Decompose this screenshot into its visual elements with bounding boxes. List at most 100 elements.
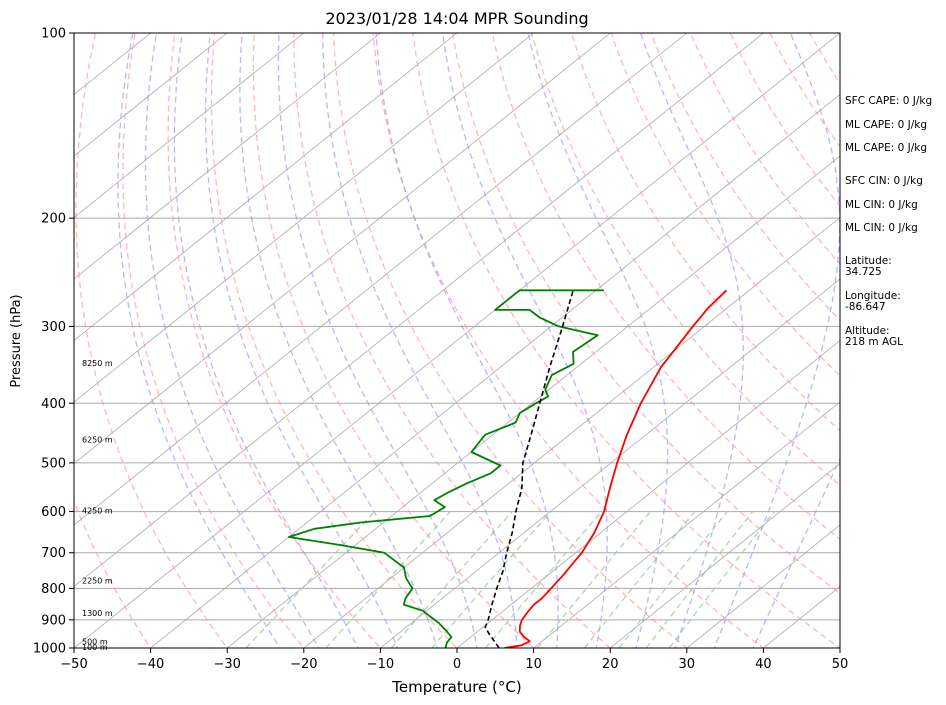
altitude-label: Altitude:	[845, 325, 890, 337]
isotherm-line	[74, 33, 840, 648]
height-label: 4250 m	[82, 507, 113, 516]
isotherm-line	[74, 33, 688, 526]
height-label: 2250 m	[82, 577, 113, 586]
isotherm-line	[303, 216, 840, 648]
parcel-line	[484, 290, 574, 648]
ml-cin-1: ML CIN: 0 J/kg	[845, 199, 918, 211]
sfc-cin: SFC CIN: 0 J/kg	[845, 175, 923, 187]
x-tick-label: −20	[290, 657, 317, 672]
y-tick-label: 600	[41, 505, 66, 520]
dewpoint-line	[287, 289, 604, 648]
dry-adiabat	[372, 33, 765, 648]
mixing-ratio-line	[583, 511, 696, 648]
y-tick-label: 100	[41, 27, 66, 42]
dry-adiabat	[332, 33, 688, 648]
ml-cin-2: ML CIN: 0 J/kg	[845, 222, 918, 234]
x-axis: −50 −40 −30 −20 −10 0 10 20 30 40 50	[60, 648, 848, 672]
isotherm-line	[74, 33, 611, 465]
moist-adiabat	[144, 33, 320, 648]
y-tick-label: 900	[41, 613, 66, 628]
dry-adiabat	[531, 33, 840, 486]
isotherm-line	[74, 33, 764, 588]
moist-adiabat	[322, 33, 518, 648]
isotherm-line	[74, 33, 534, 403]
y-tick-label: 400	[41, 397, 66, 412]
isotherm-line	[532, 401, 840, 648]
moist-adiabat	[204, 33, 399, 648]
y-tick-label: 500	[41, 456, 66, 471]
mixing-ratio-line	[431, 511, 552, 648]
dry-adiabat	[167, 33, 382, 648]
isotherm-line	[456, 339, 840, 648]
isotherm-line	[226, 155, 840, 648]
dry-adiabat	[451, 33, 840, 595]
mixing-ratio-line	[390, 511, 513, 648]
height-label: 100 m	[82, 643, 108, 652]
moist-adiabat	[117, 33, 281, 648]
moist-adiabat	[173, 33, 359, 648]
mixing-ratio-line	[485, 511, 602, 648]
dry-adiabat	[75, 33, 229, 648]
y-tick-label: 300	[41, 320, 66, 335]
x-tick-label: −10	[367, 657, 394, 672]
moist-adiabat	[442, 33, 608, 648]
background-lines	[74, 33, 946, 661]
mixing-ratio-line	[325, 511, 451, 648]
latitude-label: Latitude:	[845, 255, 892, 267]
dry-adiabat	[122, 33, 305, 648]
y-tick-label: 700	[41, 546, 66, 561]
isotherm-line	[74, 33, 305, 219]
ml-cape-1: ML CAPE: 0 J/kg	[845, 119, 927, 131]
isotherm-line	[74, 33, 381, 280]
y-tick-label: 800	[41, 582, 66, 597]
dry-adiabat	[929, 33, 946, 661]
dry-adiabat	[210, 33, 458, 648]
x-axis-label: Temperature (°C)	[391, 678, 521, 696]
moist-adiabat	[527, 33, 669, 648]
moist-adiabat	[239, 33, 438, 648]
mixing-ratio-line	[245, 511, 376, 648]
dry-adiabat	[491, 33, 840, 541]
sfc-cape: SFC CAPE: 0 J/kg	[845, 95, 932, 107]
x-tick-label: 0	[453, 657, 461, 672]
temperature-line	[504, 289, 728, 648]
dry-adiabat	[293, 33, 612, 648]
ml-cape-2: ML CAPE: 0 J/kg	[845, 142, 927, 154]
x-tick-label: 40	[755, 657, 772, 672]
height-label: 1300 m	[82, 609, 113, 618]
dry-adiabat	[252, 33, 535, 648]
height-label: 6250 m	[82, 436, 113, 445]
y-tick-label: 1000	[33, 642, 66, 657]
x-tick-label: 30	[679, 657, 696, 672]
y-tick-label: 200	[41, 212, 66, 227]
isotherm-line	[686, 524, 840, 648]
mixing-ratio-line	[618, 511, 728, 648]
moist-adiabat	[713, 33, 840, 648]
x-tick-label: 50	[832, 657, 849, 672]
x-tick-label: 10	[525, 657, 542, 672]
x-tick-label: 20	[602, 657, 619, 672]
isotherm-line	[149, 93, 840, 648]
mixing-ratio-line	[536, 511, 651, 648]
mixing-ratio-line	[668, 511, 775, 648]
altitude-value: 218 m AGL	[845, 336, 903, 348]
dry-adiabat	[412, 33, 840, 648]
moist-adiabat	[375, 33, 559, 648]
latitude-value: 34.725	[845, 266, 882, 278]
longitude-value: -86.647	[845, 301, 886, 313]
side-info: SFC CAPE: 0 J/kg ML CAPE: 0 J/kg ML CAPE…	[845, 95, 932, 348]
y-axis: 100 200 300 400 500 600 700 800 900 1000	[33, 27, 74, 657]
dry-adiabat	[650, 33, 840, 322]
x-tick-label: −30	[213, 657, 240, 672]
dry-adiabat	[74, 499, 152, 648]
y-axis-label: Pressure (hPa)	[9, 294, 24, 387]
x-tick-label: −50	[60, 657, 87, 672]
x-tick-label: −40	[137, 657, 164, 672]
moist-adiabat	[639, 33, 744, 648]
dry-adiabat	[610, 33, 840, 377]
mixing-ratio-line	[645, 511, 754, 648]
longitude-label: Longitude:	[845, 290, 901, 302]
isotherm-line	[74, 33, 228, 157]
